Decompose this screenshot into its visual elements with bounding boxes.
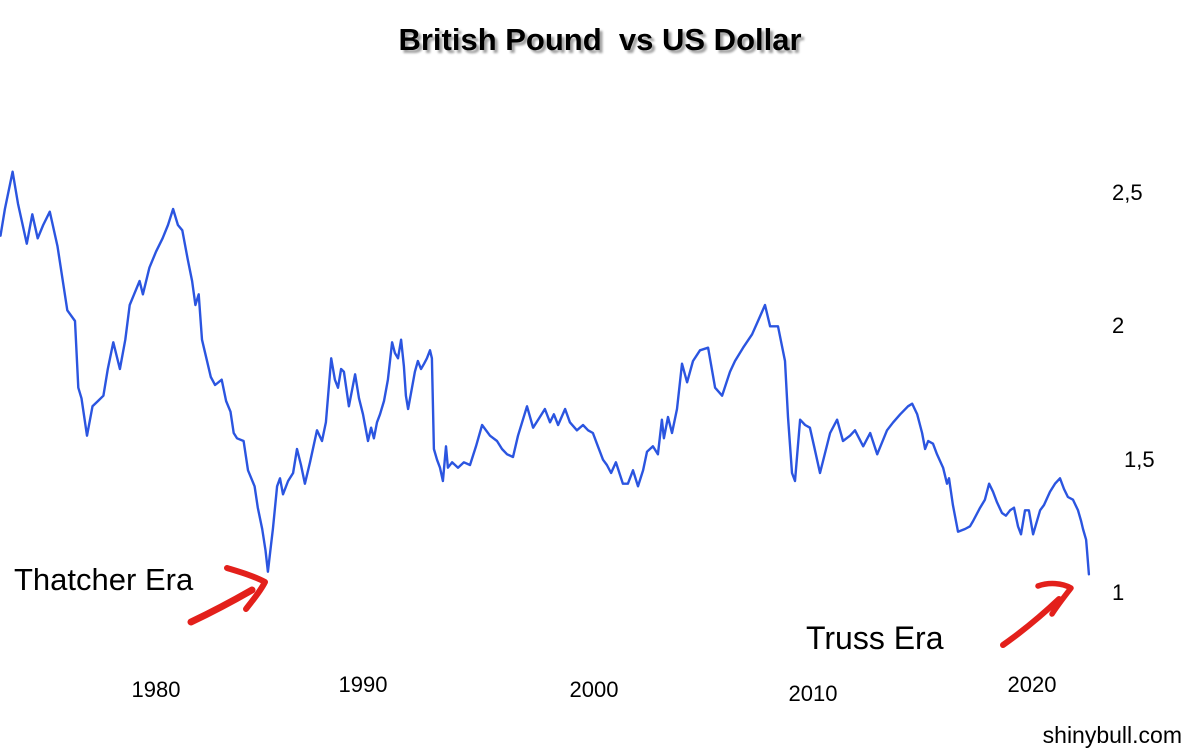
y-tick-1_5: 1,5 bbox=[1124, 446, 1155, 472]
y-tick-2: 2 bbox=[1112, 313, 1125, 339]
annotation-thatcher-era: Thatcher Era bbox=[14, 562, 194, 597]
truss-arrow-icon bbox=[1000, 580, 1074, 648]
y-tick-1: 1 bbox=[1112, 580, 1125, 605]
y-tick-2_5: 2,5 bbox=[1112, 180, 1143, 205]
x-tick-1990: 1990 bbox=[338, 672, 388, 697]
watermark: shinybull.com bbox=[1042, 722, 1182, 748]
x-tick-2010: 2010 bbox=[788, 681, 838, 706]
annotation-truss-era: Truss Era bbox=[806, 620, 944, 656]
chart-title: British Pound vs US Dollar bbox=[398, 22, 802, 57]
x-tick-1980: 1980 bbox=[131, 677, 181, 702]
price-line bbox=[0, 170, 1091, 576]
x-tick-2000: 2000 bbox=[569, 677, 619, 702]
x-tick-2020: 2020 bbox=[1007, 672, 1057, 697]
thatcher-arrow-icon bbox=[187, 565, 268, 626]
